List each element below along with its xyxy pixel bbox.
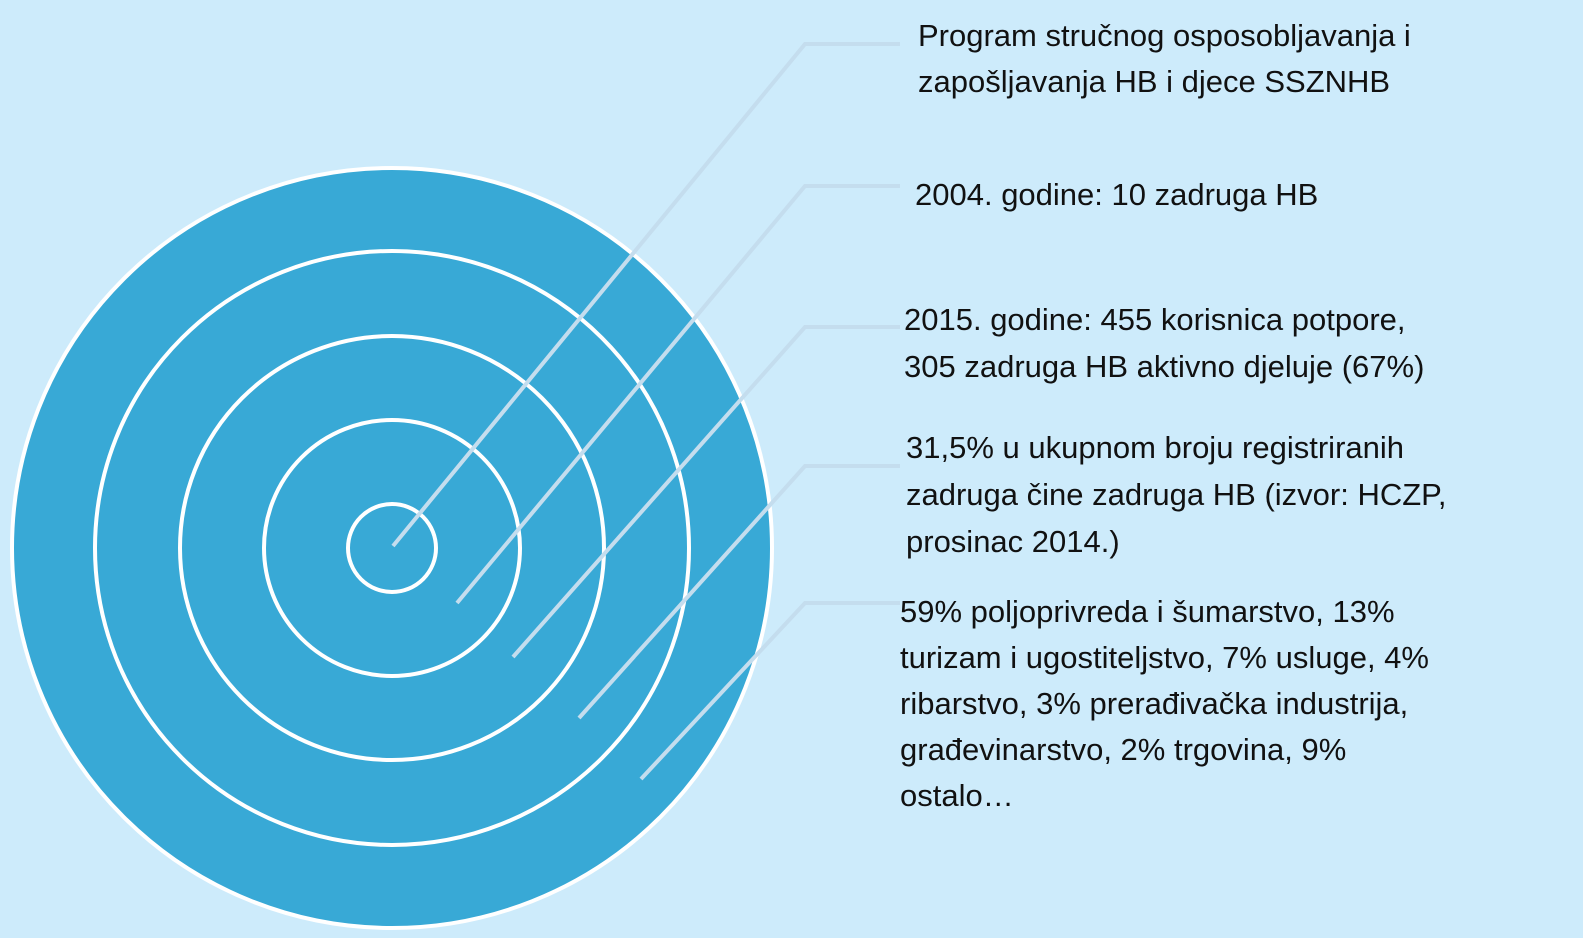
item-text: 59% poljoprivreda i šumarstvo, 13% <box>900 594 1395 629</box>
item-text: 31,5% u ukupnom broju registriranih <box>906 430 1404 465</box>
item-text: 2004. godine: 10 zadruga HB <box>915 177 1318 212</box>
ring-inner <box>346 502 438 594</box>
item-text: 2015. godine: 455 korisnica potpore, <box>904 302 1406 337</box>
item-text: Program stručnog osposobljavanja i <box>918 18 1411 53</box>
item-text: zadruga čine zadruga HB (izvor: HCZP, <box>906 477 1446 512</box>
leader-line <box>639 601 900 781</box>
leader-line <box>455 184 900 605</box>
item-text: turizam i ugostiteljstvo, 7% usluge, 4% <box>900 640 1429 675</box>
leader-line <box>511 325 900 659</box>
item-text: prosinac 2014.) <box>906 524 1120 559</box>
item-text: zapošljavanja HB i djece SSZNHB <box>918 64 1390 99</box>
item-text: građevinarstvo, 2% trgovina, 9% <box>900 732 1346 767</box>
leader-line <box>391 42 900 548</box>
item-text: ostalo… <box>900 778 1014 813</box>
labels: Program stručnog osposobljavanja i zapošl… <box>900 18 1446 813</box>
item-text: 305 zadruga HB aktivno djeluje (67%) <box>904 349 1424 384</box>
leader-line <box>577 464 900 720</box>
item-text: ribarstvo, 3% prerađivačka industrija, <box>900 686 1408 721</box>
